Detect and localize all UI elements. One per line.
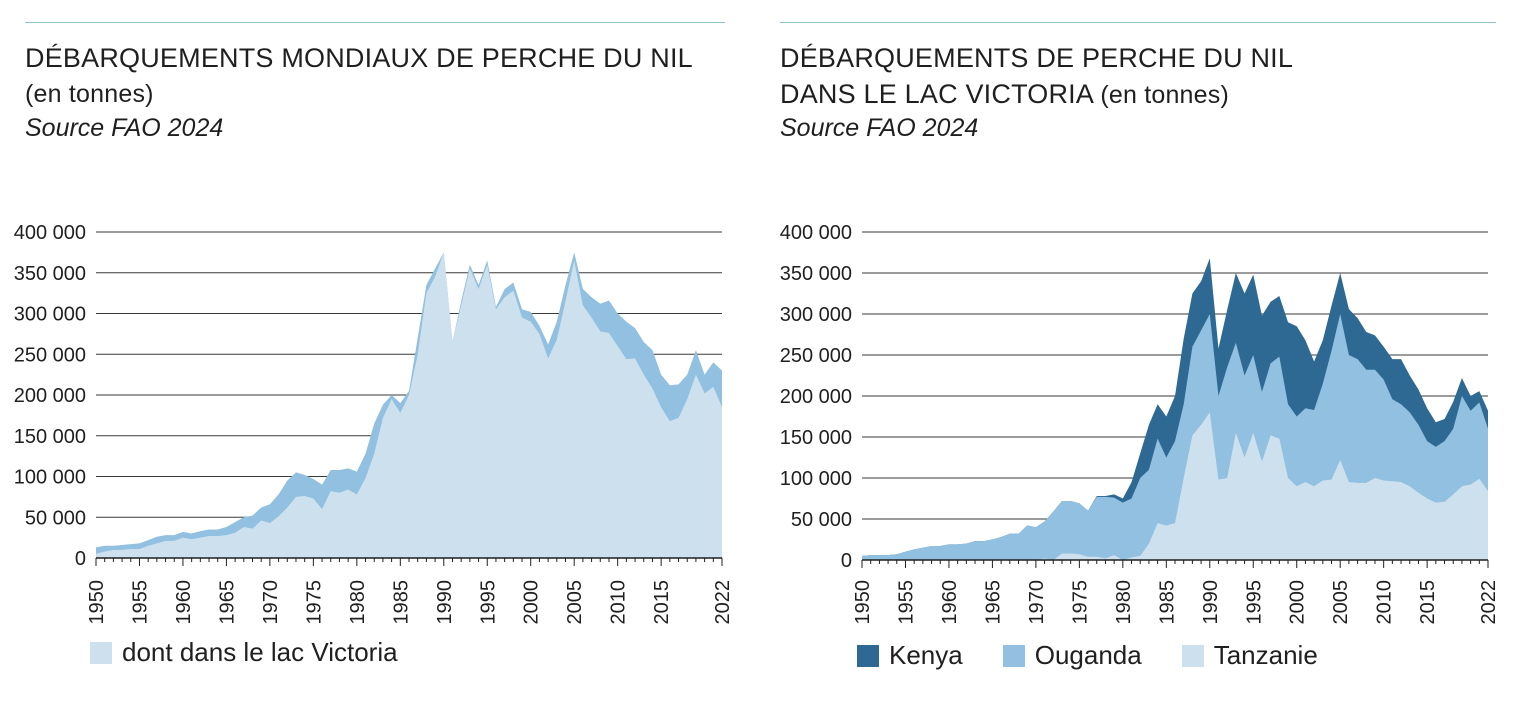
right-area-tanzanie: [862, 412, 1488, 560]
left-title-line1: DÉBARQUEMENTS MONDIAUX DE PERCHE DU NIL: [25, 43, 693, 73]
right-x-tick-label: 1955: [895, 580, 917, 625]
left-legend: dont dans le lac Victoria: [90, 637, 438, 668]
left-y-tick-label: 250 000: [14, 344, 86, 366]
legend-label-victoria: dont dans le lac Victoria: [122, 637, 398, 667]
left-y-tick-label: 400 000: [14, 222, 86, 244]
left-x-tick-label: 1990: [434, 580, 456, 625]
legend-label-kenya: Kenya: [889, 640, 963, 670]
left-x-tick-label: 1955: [129, 580, 151, 625]
right-x-tick-label: 1970: [1026, 580, 1048, 625]
left-x-tick-label: 1960: [173, 580, 195, 625]
left-y-tick-label: 350 000: [14, 263, 86, 285]
right-legend: Kenya Ouganda Tanzanie: [857, 640, 1358, 671]
right-y-tick-label: 50 000: [791, 509, 852, 531]
right-y-tick-label: 400 000: [780, 222, 852, 244]
right-y-tick-label: 250 000: [780, 345, 852, 367]
right-x-tick-label: 2010: [1374, 580, 1396, 625]
right-chart-title: DÉBARQUEMENTS DE PERCHE DU NIL DANS LE L…: [780, 40, 1293, 113]
left-y-tick-label: 100 000: [14, 467, 86, 489]
right-x-tick-label: 2015: [1417, 580, 1439, 625]
legend-item-victoria: dont dans le lac Victoria: [90, 637, 398, 668]
left-area-dont-dans-le-lac-victoria: [96, 252, 722, 558]
right-x-tick-label: 1950: [852, 580, 874, 625]
right-title-line2-sub: (en tonnes): [1100, 81, 1229, 109]
left-y-tick-label: 150 000: [14, 426, 86, 448]
left-x-tick-label: 1980: [347, 580, 369, 625]
left-chart-title: DÉBARQUEMENTS MONDIAUX DE PERCHE DU NIL …: [25, 40, 693, 112]
right-y-tick-label: 150 000: [780, 427, 852, 449]
legend-item-kenya: Kenya: [857, 640, 963, 671]
right-x-tick-label: 1995: [1243, 580, 1265, 625]
right-x-tick-label: 2022: [1478, 580, 1500, 625]
legend-swatch-tanzanie: [1181, 644, 1204, 667]
left-y-tick-label: 200 000: [14, 385, 86, 407]
left-x-tick-label: 2000: [521, 580, 543, 625]
left-y-tick-label: 0: [75, 548, 86, 570]
legend-item-ouganda: Ouganda: [1002, 640, 1142, 671]
left-x-tick-label: 1950: [86, 580, 108, 625]
right-title-line1: DÉBARQUEMENTS DE PERCHE DU NIL: [780, 43, 1294, 73]
left-x-tick-label: 1975: [303, 580, 325, 625]
legend-swatch-ouganda: [1002, 644, 1025, 667]
right-x-tick-label: 1980: [1113, 580, 1135, 625]
left-x-tick-label: 1995: [477, 580, 499, 625]
left-x-tick-label: 1970: [260, 580, 282, 625]
left-x-tick-label: 1985: [390, 580, 412, 625]
right-chart-source: Source FAO 2024: [780, 114, 979, 142]
right-x-tick-label: 1965: [982, 580, 1004, 625]
right-x-tick-label: 2005: [1330, 580, 1352, 625]
legend-swatch-kenya: [857, 644, 879, 667]
left-y-tick-label: 300 000: [14, 304, 86, 326]
left-y-tick-label: 50 000: [25, 507, 86, 529]
right-x-tick-label: 1990: [1200, 580, 1222, 625]
right-y-tick-label: 350 000: [780, 263, 852, 285]
left-chart-source: Source FAO 2024: [25, 114, 224, 142]
left-top-rule: [25, 22, 725, 23]
legend-swatch-victoria: [90, 641, 112, 664]
left-x-tick-label: 2022: [712, 580, 734, 625]
right-x-tick-label: 1960: [939, 580, 961, 625]
legend-item-tanzanie: Tanzanie: [1181, 640, 1318, 671]
legend-label-tanzanie: Tanzanie: [1213, 640, 1318, 670]
right-x-tick-label: 2000: [1287, 580, 1309, 625]
left-chart-panel: DÉBARQUEMENTS MONDIAUX DE PERCHE DU NIL …: [0, 0, 760, 720]
right-top-rule: [780, 22, 1496, 23]
legend-label-ouganda: Ouganda: [1034, 640, 1142, 670]
left-x-tick-label: 2015: [651, 580, 673, 625]
right-y-tick-label: 300 000: [780, 304, 852, 326]
right-y-tick-label: 100 000: [780, 468, 852, 490]
right-x-tick-label: 1985: [1156, 580, 1178, 625]
right-y-tick-label: 0: [841, 550, 852, 572]
left-title-line2: (en tonnes): [25, 80, 154, 108]
right-y-tick-label: 200 000: [780, 386, 852, 408]
right-title-line2-main: DANS LE LAC VICTORIA: [780, 79, 1093, 109]
left-x-tick-label: 2005: [564, 580, 586, 625]
left-x-tick-label: 1965: [216, 580, 238, 625]
left-x-tick-label: 2010: [608, 580, 630, 625]
right-x-tick-label: 1975: [1069, 580, 1091, 625]
